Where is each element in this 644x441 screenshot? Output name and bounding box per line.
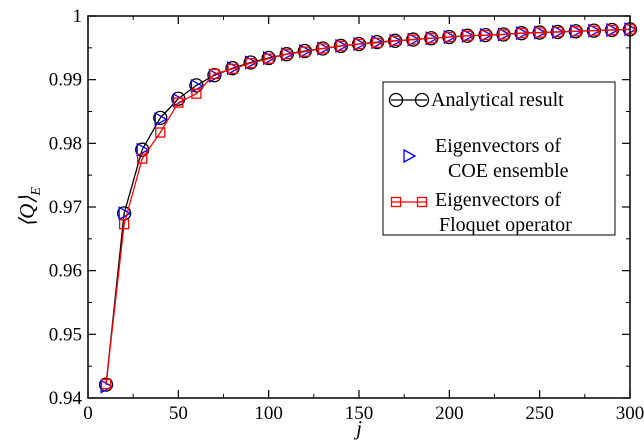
data-point-square xyxy=(389,35,401,46)
data-point-circle xyxy=(207,68,222,83)
data-point-square xyxy=(335,40,347,52)
data-point-square xyxy=(516,28,527,39)
data-point-square xyxy=(137,153,148,164)
legend-entry-3: Eigenvectors of Floquet operator xyxy=(390,189,572,236)
data-point-square xyxy=(299,46,310,57)
legend-entry-1: Analytical result xyxy=(388,89,564,111)
data-point-triangle xyxy=(136,142,150,157)
x-tick-label: 250 xyxy=(525,403,554,424)
data-point-square xyxy=(462,30,473,41)
data-point-square xyxy=(570,26,581,37)
data-point-square xyxy=(390,196,402,208)
data-point-square xyxy=(317,43,329,54)
x-tick-label: 0 xyxy=(83,403,93,424)
y-tick-label: 0.96 xyxy=(49,261,82,282)
data-point-square xyxy=(173,97,184,108)
axis-tick-labels: 0 50 100 150 200 250 300 0.94 0.95 0.96 0.97 0.98 0.… xyxy=(49,6,644,424)
data-point-square xyxy=(534,27,545,38)
data-point-triangle xyxy=(118,206,132,221)
legend-label: COE ensemble xyxy=(448,160,569,182)
data-point-square xyxy=(588,25,600,36)
data-point-square xyxy=(353,38,365,50)
data-point-circle xyxy=(153,110,168,126)
y-tick-label: 0.95 xyxy=(49,324,82,345)
data-point-square xyxy=(281,49,292,60)
legend-label: Eigenvectors of xyxy=(435,189,561,211)
data-point-square xyxy=(426,33,437,44)
x-tick-label: 300 xyxy=(616,403,644,424)
series-line xyxy=(105,28,631,385)
y-tick-label: 0.94 xyxy=(49,388,83,409)
axis-ticks xyxy=(87,15,631,399)
legend-label: Floquet operator xyxy=(439,214,572,236)
data-point-square xyxy=(245,57,256,69)
data-point-square xyxy=(155,127,166,138)
data-point-square xyxy=(118,219,130,230)
data-point-square xyxy=(227,63,238,74)
y-axis-label-main: ⟨Q⟩ xyxy=(15,196,39,228)
legend: Analytical result Eigenvectors of COE ense… xyxy=(382,81,616,236)
x-tick-label: 50 xyxy=(169,403,188,424)
data-point-circle xyxy=(98,377,114,392)
y-tick-label: 1 xyxy=(73,6,83,27)
legend-box xyxy=(382,81,616,236)
data-point-square xyxy=(263,53,274,64)
data-point-square xyxy=(480,29,491,41)
data-point-square xyxy=(100,378,112,390)
x-axis-label: j xyxy=(353,416,362,440)
y-axis-label: ⟨Q⟩E xyxy=(15,187,44,228)
y-axis-label-subscript: E xyxy=(29,187,44,197)
series-3 xyxy=(100,24,636,390)
x-tick-label: 150 xyxy=(345,403,374,424)
legend-label: Eigenvectors of xyxy=(435,135,561,157)
data-point-triangle xyxy=(154,112,168,127)
data-point-square xyxy=(371,37,383,48)
y-tick-label: 0.97 xyxy=(49,197,82,218)
data-point-square xyxy=(408,34,419,45)
data-point-square xyxy=(416,196,428,208)
data-point-square xyxy=(444,31,455,43)
data-point-square xyxy=(191,88,202,99)
x-tick-label: 200 xyxy=(435,403,464,424)
data-point-square xyxy=(552,26,563,38)
data-point-circle xyxy=(388,92,404,108)
legend-entry-2: Eigenvectors of COE ensemble xyxy=(403,135,569,182)
data-point-square xyxy=(606,24,618,36)
data-point-triangle xyxy=(403,148,417,164)
y-tick-label: 0.99 xyxy=(49,70,82,91)
y-tick-label: 0.98 xyxy=(49,133,82,154)
data-point-square xyxy=(209,68,220,80)
data-point-circle xyxy=(189,78,204,93)
data-point-circle xyxy=(414,92,430,108)
data-point-square xyxy=(498,29,509,40)
x-tick-label: 100 xyxy=(254,403,283,424)
series-layer xyxy=(98,22,638,394)
legend-label: Analytical result xyxy=(431,89,564,111)
